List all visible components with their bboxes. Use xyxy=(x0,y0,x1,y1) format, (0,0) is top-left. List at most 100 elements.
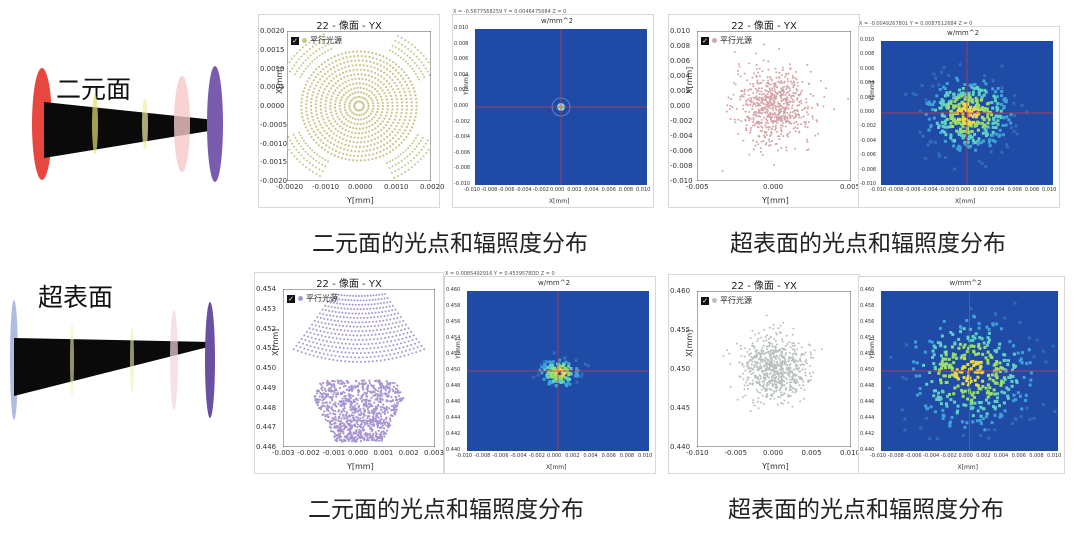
spot-point xyxy=(421,73,424,76)
spot-point xyxy=(390,395,393,399)
spot-point xyxy=(369,418,373,421)
irradiance-cell xyxy=(989,111,993,115)
spot-point xyxy=(780,133,783,136)
spot-point xyxy=(300,104,303,108)
spot-point xyxy=(819,80,822,83)
spot-point xyxy=(784,125,787,128)
spot-point xyxy=(357,136,360,139)
spot-point xyxy=(417,160,420,163)
irradiance-cell xyxy=(971,90,975,94)
spot-point xyxy=(747,367,750,370)
spot-point xyxy=(801,109,804,112)
y-tick-label: 0.002 xyxy=(670,87,691,95)
spot-point xyxy=(358,64,362,67)
spot-point xyxy=(396,317,399,320)
spot-point xyxy=(364,399,367,403)
spot-point xyxy=(781,86,784,89)
spot-point xyxy=(768,326,771,329)
spot-point xyxy=(365,116,368,119)
spot-point xyxy=(305,103,308,106)
spot-point xyxy=(816,120,819,123)
spot-point xyxy=(775,389,778,392)
spot-point xyxy=(789,114,792,117)
spot-point xyxy=(340,351,343,354)
irradiance-cell xyxy=(937,125,941,129)
irradiance-cell xyxy=(915,393,919,397)
spot-point xyxy=(377,380,380,383)
legend-checkbox-icon[interactable]: ✓ xyxy=(701,36,709,45)
spot-point xyxy=(799,370,802,373)
spot-point xyxy=(371,423,374,427)
spot-point xyxy=(344,342,347,345)
legend-checkbox-icon[interactable]: ✓ xyxy=(291,36,299,45)
spot-point xyxy=(793,378,796,381)
chart-title: 22 - 像面 - YX xyxy=(731,21,797,32)
irradiance-cell xyxy=(966,376,970,380)
irradiance-cell xyxy=(932,100,936,104)
spot-point xyxy=(381,424,384,427)
spot-point xyxy=(785,72,788,75)
irradiance-cell xyxy=(1035,338,1039,342)
spot-point xyxy=(773,100,776,103)
irradiance-cell xyxy=(574,358,578,362)
spot-point xyxy=(761,385,764,388)
spot-point xyxy=(370,430,373,433)
spot-point xyxy=(319,101,322,104)
spot-point xyxy=(789,116,792,119)
spot-point xyxy=(767,359,770,362)
irradiance-cell xyxy=(927,117,931,121)
spot-point xyxy=(806,107,809,110)
irradiance-cell xyxy=(980,95,984,99)
spot-point xyxy=(739,376,742,379)
spot-point xyxy=(759,365,762,368)
spot-point xyxy=(752,92,755,95)
spot-point xyxy=(330,396,333,399)
spot-point xyxy=(366,417,369,420)
spot-point xyxy=(345,412,348,415)
legend-checkbox-icon[interactable]: ✓ xyxy=(701,296,709,305)
spot-point xyxy=(789,363,792,366)
spot-point xyxy=(758,96,761,99)
spot-point xyxy=(788,357,791,360)
x-tick-label: 0.008 xyxy=(1024,187,1040,193)
irradiance-cell xyxy=(1003,97,1007,101)
spot-point xyxy=(369,338,372,341)
spot-point xyxy=(305,43,308,46)
irradiance-cell xyxy=(576,374,580,378)
spot-point xyxy=(734,121,737,124)
y-tick-label: 0.004 xyxy=(454,71,469,78)
spot-point xyxy=(348,51,351,54)
spot-point xyxy=(340,400,343,403)
spot-point xyxy=(751,383,754,386)
spot-point xyxy=(365,149,368,152)
spot-point xyxy=(375,359,378,362)
spot-point xyxy=(378,293,381,296)
spot-point xyxy=(372,413,375,416)
spot-point xyxy=(729,118,732,121)
spot-point xyxy=(326,353,329,356)
spot-point xyxy=(384,292,387,295)
y-tick-label: 0.002 xyxy=(454,87,469,94)
spot-point xyxy=(306,65,309,68)
spot-point xyxy=(311,45,314,48)
spot-point xyxy=(395,63,398,66)
spot-point xyxy=(807,148,810,151)
legend-checkbox-icon[interactable]: ✓ xyxy=(287,294,295,303)
irradiance-cell xyxy=(553,366,557,370)
spot-point xyxy=(766,365,769,368)
irradiance-cell xyxy=(547,382,551,386)
spot-point xyxy=(364,154,367,157)
spot-point xyxy=(757,115,760,118)
spot-point xyxy=(779,401,782,404)
irradiance-cell xyxy=(1001,133,1005,137)
spot-point xyxy=(366,395,369,398)
spot-point xyxy=(751,360,754,363)
spot-point xyxy=(358,428,361,431)
irradiance-cell xyxy=(550,375,554,379)
irradiance-cell xyxy=(984,164,988,168)
spot-point xyxy=(367,102,370,105)
spot-point xyxy=(335,112,338,115)
spot-point xyxy=(373,66,376,69)
spot-point xyxy=(376,302,379,305)
spot-point xyxy=(329,301,332,304)
